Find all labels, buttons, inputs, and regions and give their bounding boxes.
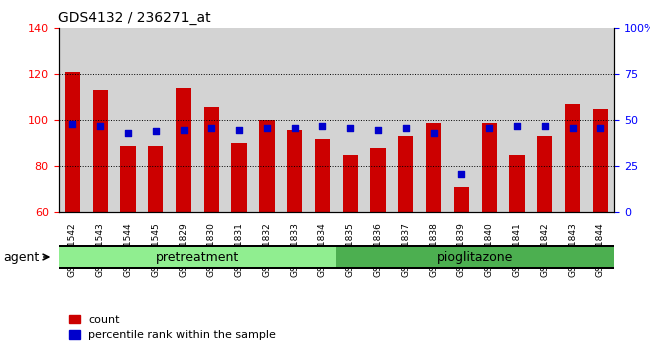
Point [151, 129, 161, 134]
Point [373, 127, 384, 132]
Point [512, 123, 522, 129]
Bar [537, 137, 552, 212]
Bar [482, 123, 497, 212]
Point [567, 125, 578, 131]
Point [428, 130, 439, 136]
Bar [510, 155, 525, 212]
Point [484, 125, 495, 131]
Text: GDS4132 / 236271_at: GDS4132 / 236271_at [58, 11, 211, 25]
Bar [148, 146, 163, 212]
Bar [92, 91, 108, 212]
Bar [231, 143, 247, 212]
Bar [370, 148, 385, 212]
Text: pioglitazone: pioglitazone [437, 251, 514, 263]
Bar [259, 120, 274, 212]
Point [123, 130, 133, 136]
Point [345, 125, 356, 131]
Bar [65, 72, 80, 212]
Bar [120, 146, 136, 212]
Bar [343, 155, 358, 212]
Point [317, 123, 328, 129]
Point [456, 171, 467, 177]
Point [67, 121, 77, 127]
Bar [398, 137, 413, 212]
Bar [203, 107, 219, 212]
Bar [287, 130, 302, 212]
Legend: count, percentile rank within the sample: count, percentile rank within the sample [64, 310, 281, 345]
Text: pretreatment: pretreatment [156, 251, 239, 263]
Point [595, 125, 606, 131]
Point [95, 123, 105, 129]
Point [234, 127, 244, 132]
Bar [593, 109, 608, 212]
Point [262, 125, 272, 131]
Point [178, 127, 188, 132]
Point [206, 125, 216, 131]
Point [400, 125, 411, 131]
Bar [565, 104, 580, 212]
Bar [315, 139, 330, 212]
Point [540, 123, 550, 129]
Point [289, 125, 300, 131]
Text: agent: agent [3, 251, 40, 263]
Bar [454, 187, 469, 212]
Bar [176, 88, 191, 212]
Bar [426, 123, 441, 212]
